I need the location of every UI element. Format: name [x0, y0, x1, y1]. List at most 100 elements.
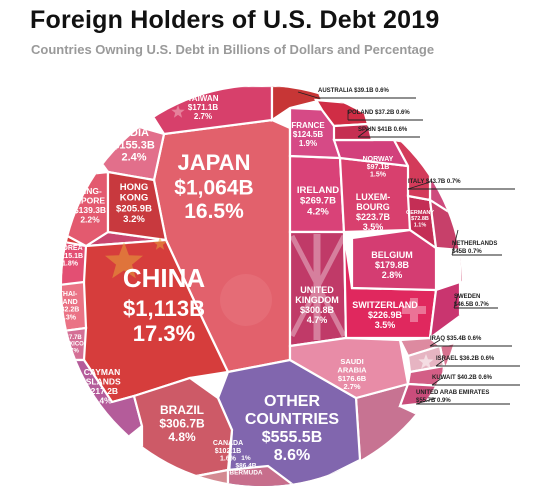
- cell-australia: [270, 86, 324, 123]
- label-india-1: $155.3B: [113, 139, 155, 151]
- label-brazil-1: $306.7B: [159, 416, 205, 430]
- label-india-2: 2.4%: [121, 152, 146, 164]
- label-norway-2: 1.5%: [370, 172, 387, 179]
- label-luxembourg-1: BOURG: [356, 202, 390, 212]
- label-bermuda-2: BERMUDA: [229, 470, 263, 477]
- outer-leader-israel: [435, 359, 445, 367]
- label-brazil-2: 4.8%: [168, 430, 196, 444]
- label-france-0: FRANCE: [291, 121, 325, 130]
- outer-label-spain: SPAIN $41B 0.6%: [358, 127, 408, 133]
- outer-leader-united-arab-emirates: [415, 397, 437, 405]
- outer-label-israel: ISRAEL $36.2B 0.6%: [436, 356, 495, 362]
- label-cayman-islands-1: ISLANDS: [83, 377, 121, 387]
- label-hong-kong-0: HONG: [120, 182, 149, 193]
- label-united-kingdom-1: KINGDOM: [295, 295, 339, 305]
- china-flag-star-small-icon: [153, 237, 167, 250]
- outer-label-poland: POLAND $37.2B 0.6%: [348, 110, 410, 116]
- label-ireland-1: $269.7B: [300, 196, 336, 207]
- outer-label-iraq: IRAQ $35.4B 0.6%: [430, 336, 482, 342]
- label-norway-0: NORWAY: [363, 156, 394, 163]
- label-taiwan-0: TAIWAN: [188, 94, 219, 103]
- label-belgium-1: $179.8B: [375, 260, 410, 270]
- cell-spain: [332, 122, 374, 142]
- outer-label-australia: AUSTRALIA $39.1B 0.6%: [318, 88, 389, 94]
- label-cayman-islands-3: 3.4%: [92, 396, 112, 406]
- label-belgium-0: BELGIUM: [371, 250, 413, 260]
- label-china-0: CHINA: [123, 263, 206, 293]
- label-luxembourg-2: $223.7B: [356, 212, 391, 222]
- label-china-1: $1,113B: [123, 296, 205, 321]
- label-hong-kong-2: $205.9B: [116, 203, 152, 214]
- outer-label-value-united-arab-emirates: $55.7B 0.9%: [416, 398, 451, 404]
- cell-hong-kong: [106, 170, 168, 242]
- uk-flag-icon: [289, 234, 347, 340]
- label-thailand-0: THAI-: [59, 291, 78, 298]
- label-france-1: $124.5B: [293, 130, 323, 139]
- label-brazil-0: BRAZIL: [160, 403, 204, 417]
- outer-label-sweden: SWEDEN: [454, 294, 480, 300]
- label-singapore-1: APORE: [75, 196, 106, 206]
- label-bermuda-0: 1%: [241, 455, 251, 462]
- label-saudi-arabia-3: 2.7%: [343, 382, 360, 391]
- china-flag-star-icon: [105, 242, 143, 279]
- label-norway-1: $97.1B: [367, 164, 390, 171]
- outer-label-united-arab-emirates: UNITED ARAB EMIRATES: [416, 390, 489, 396]
- swiss-flag-icon: [402, 298, 426, 322]
- label-belgium-2: 2.8%: [382, 270, 403, 280]
- label-thailand-1: LAND: [58, 299, 77, 306]
- outer-leader-iraq: [429, 339, 441, 347]
- label-hong-kong-3: 3.2%: [123, 214, 145, 225]
- label-india-0: INDIA: [119, 127, 149, 139]
- label-mexico-1: MEXICO: [60, 342, 84, 348]
- label-other-countries-2: $555.5B: [262, 429, 323, 446]
- label-germany-0: GERMANY: [406, 210, 434, 216]
- label-saudi-arabia-2: $176.6B: [338, 374, 367, 383]
- outer-label-italy: ITALY $43.7B 0.7%: [408, 179, 461, 185]
- label-canada-2: 1.6%: [220, 456, 237, 463]
- outer-label-netherlands: NETHERLANDS: [452, 241, 497, 247]
- label-switzerland-2: 3.5%: [375, 320, 396, 330]
- filler-cell-5: [458, 248, 462, 284]
- label-singapore-3: 2.2%: [80, 215, 100, 225]
- label-ireland-0: IRELAND: [297, 185, 339, 196]
- label-korea-0: KOREA: [57, 245, 82, 252]
- label-united-kingdom-2: $300.8B: [300, 305, 335, 315]
- label-china-2: 17.3%: [133, 321, 195, 346]
- label-switzerland-0: SWITZERLAND: [352, 300, 418, 310]
- chart-title: Foreign Holders of U.S. Debt 2019: [30, 6, 440, 34]
- cell-belgium: [350, 228, 438, 292]
- label-canada-0: CANADA: [213, 440, 243, 447]
- label-thailand-2: $82.2B: [57, 307, 80, 314]
- label-canada-1: $102.1B: [215, 448, 241, 455]
- outer-label-value-netherlands: $45B 0.7%: [452, 249, 482, 255]
- label-cayman-islands-0: CAYMAN: [84, 367, 121, 377]
- label-other-countries-1: COUNTRIES: [245, 411, 340, 428]
- label-saudi-arabia-0: SAUDI: [340, 357, 363, 366]
- label-taiwan-2: 2.7%: [194, 112, 212, 121]
- label-other-countries-0: OTHER: [264, 393, 320, 410]
- israel-flag-star-icon: [418, 354, 434, 369]
- outer-leader-italy: [407, 181, 431, 190]
- label-thailand-3: 1.3%: [60, 315, 77, 322]
- label-singapore-2: $139.3B: [74, 205, 106, 215]
- label-singapore-0: SING-: [78, 186, 102, 196]
- label-japan-0: JAPAN: [178, 150, 251, 175]
- label-luxembourg-3: 3.5%: [363, 222, 384, 232]
- label-france-2: 1.9%: [299, 139, 317, 148]
- label-hong-kong-1: KONG: [120, 193, 149, 204]
- label-germany-2: 1.1%: [414, 222, 427, 228]
- outer-leader-kuwait: [431, 377, 443, 386]
- taiwan-flag-sun-icon: [171, 105, 185, 118]
- label-other-countries-3: 8.6%: [274, 447, 310, 464]
- label-luxembourg-0: LUXEM-: [356, 192, 391, 202]
- chart-subtitle: Countries Owning U.S. Debt in Billions o…: [31, 42, 435, 57]
- label-bermuda-1: $86.4B: [236, 462, 257, 469]
- outer-label-value-sweden: $46.5B 0.7%: [454, 302, 489, 308]
- label-japan-2: 16.5%: [184, 200, 244, 223]
- label-cayman-islands-2: $217.2B: [86, 386, 118, 396]
- label-japan-1: $1,064B: [174, 177, 253, 200]
- outer-leader-netherlands: [451, 229, 459, 256]
- outer-leader-spain: [357, 127, 371, 138]
- outer-leader-sweden: [453, 293, 459, 309]
